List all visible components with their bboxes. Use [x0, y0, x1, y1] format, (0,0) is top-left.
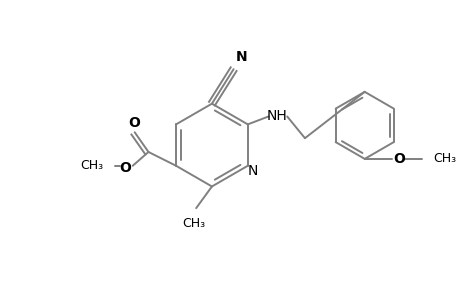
Text: O: O — [128, 116, 140, 130]
Text: NH: NH — [266, 110, 287, 124]
Text: N: N — [247, 164, 257, 178]
Text: CH₃: CH₃ — [182, 217, 205, 230]
Text: CH₃: CH₃ — [433, 152, 456, 165]
Text: O: O — [392, 152, 404, 166]
Text: CH₃: CH₃ — [80, 159, 103, 172]
Text: N: N — [235, 50, 247, 64]
Text: O: O — [118, 161, 130, 175]
